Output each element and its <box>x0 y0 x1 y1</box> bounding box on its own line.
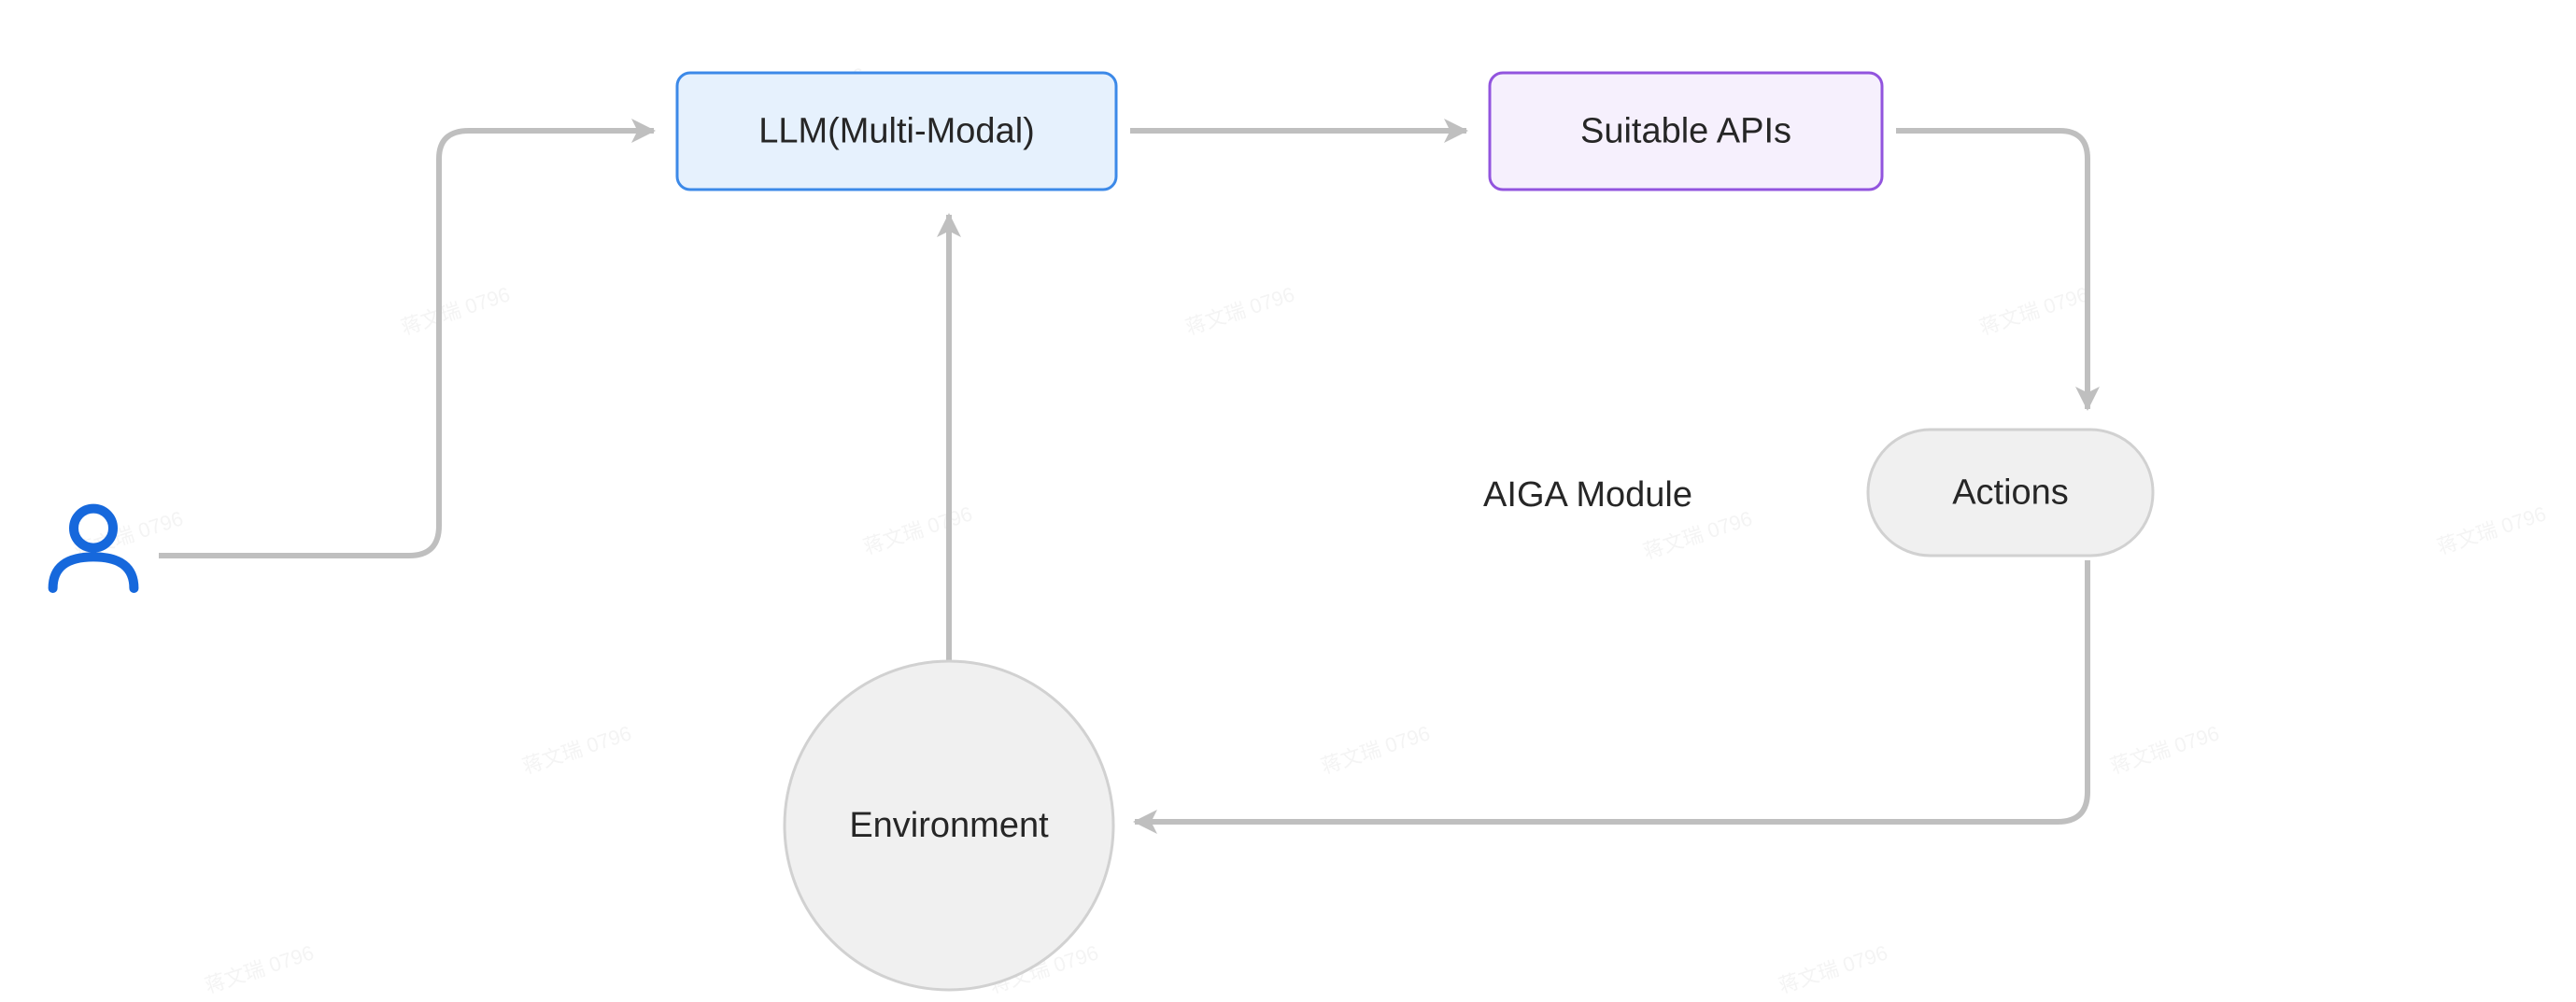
node-label-env: Environment <box>849 806 1049 845</box>
node-label-llm: LLM(Multi-Modal) <box>758 112 1035 151</box>
node-label-actions: Actions <box>1952 473 2069 513</box>
diagram-title: AIGA Module <box>1483 475 1692 515</box>
watermark-layer: 蒋文瑞 0796 蒋文瑞 0796 蒋文瑞 0796 蒋文瑞 0796 蒋文瑞 0796… <box>71 63 2549 997</box>
diagram-canvas: 蒋文瑞 0796 蒋文瑞 0796 蒋文瑞 0796 蒋文瑞 0796 蒋文瑞 0796… <box>0 0 2576 1002</box>
watermark-text: 蒋文瑞 0796 <box>1776 940 1890 997</box>
edge-layer <box>159 131 2088 822</box>
watermark-text: 蒋文瑞 0796 <box>2107 721 2222 778</box>
node-layer <box>53 73 2153 990</box>
watermark-text: 蒋文瑞 0796 <box>1640 506 1755 563</box>
watermark-text: 蒋文瑞 0796 <box>1318 721 1433 778</box>
watermark-text: 蒋文瑞 0796 <box>202 940 317 997</box>
edge-apis-to-actions <box>1896 131 2088 409</box>
watermark-text: 蒋文瑞 0796 <box>860 501 975 558</box>
watermark-text: 蒋文瑞 0796 <box>2434 501 2549 558</box>
watermark-text: 蒋文瑞 0796 <box>1976 282 2091 339</box>
node-label-apis: Suitable APIs <box>1580 112 1791 151</box>
watermark-text: 蒋文瑞 0796 <box>1182 282 1297 339</box>
watermark-text: 蒋文瑞 0796 <box>519 721 634 778</box>
edge-actions-to-env <box>1135 560 2088 822</box>
edge-user-to-llm <box>159 131 654 556</box>
user-icon <box>53 509 134 588</box>
watermark-text: 蒋文瑞 0796 <box>398 282 513 339</box>
